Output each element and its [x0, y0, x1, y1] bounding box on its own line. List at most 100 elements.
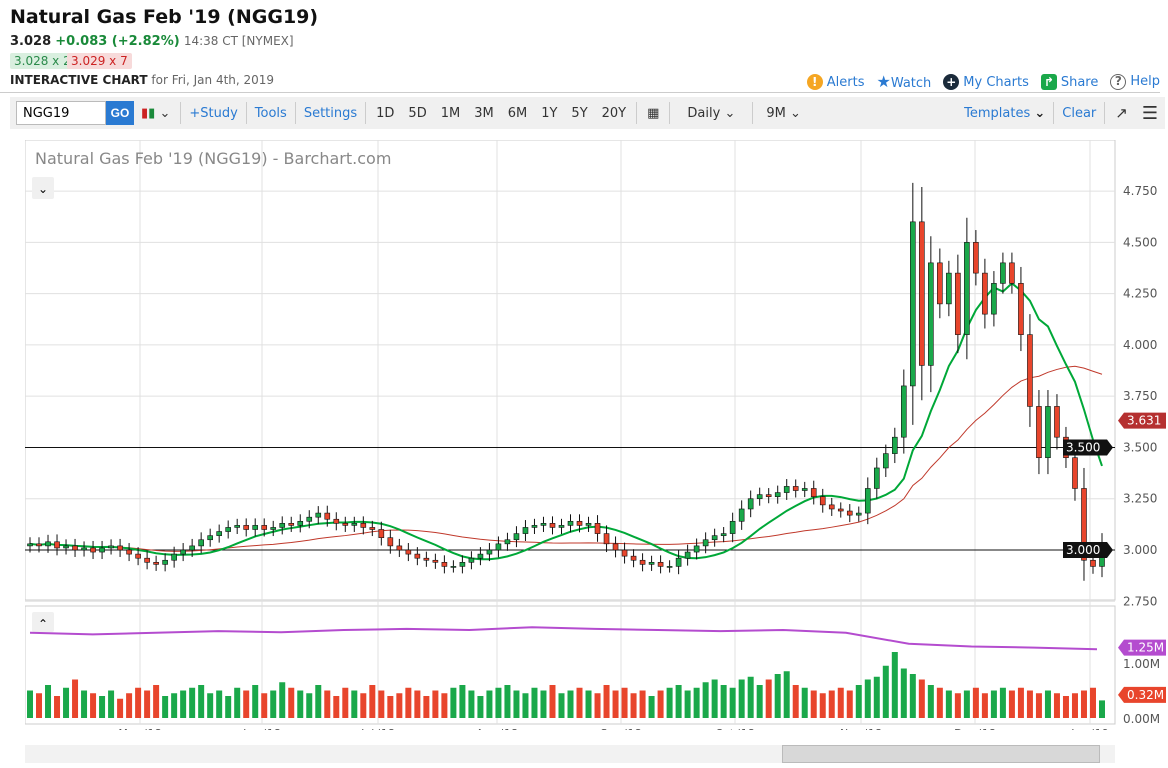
- chart-type-dropdown[interactable]: ▮▮ ⌄: [141, 105, 171, 121]
- volume-tick-label: 0.00M: [1123, 712, 1160, 726]
- volume-bar: [234, 687, 241, 718]
- help-label: Help: [1130, 73, 1160, 89]
- x-tick-label: Jan '19: [1070, 727, 1108, 730]
- range-5d[interactable]: 5D: [408, 105, 427, 121]
- candle-body: [729, 520, 736, 534]
- price-chart[interactable]: May '18 Jun '18 Jul '18 Aug '18 Sep '18 Oct '…: [25, 140, 1166, 730]
- y-tick-label: 3.000: [1123, 543, 1157, 557]
- chart-toolbar: GO ▮▮ ⌄ +Study Tools Settings 1D 5D 1M 3…: [10, 97, 1165, 129]
- candle-body: [270, 527, 277, 530]
- clear-button[interactable]: Clear: [1062, 105, 1097, 121]
- candle-body: [648, 562, 655, 565]
- candle-body: [225, 527, 231, 532]
- volume-bar: [171, 693, 178, 718]
- watch-label: Watch: [890, 76, 932, 91]
- templates-label: Templates: [964, 105, 1031, 121]
- volume-bar: [81, 690, 88, 718]
- volume-bar: [108, 690, 115, 718]
- volume-bar: [846, 690, 853, 718]
- volume-bar: [36, 693, 43, 718]
- range-5y[interactable]: 5Y: [571, 105, 588, 121]
- volume-bar: [900, 668, 907, 718]
- volume-bar: [1008, 690, 1015, 718]
- candlestick-icon-green: ▮: [148, 105, 156, 121]
- go-button[interactable]: GO: [106, 101, 134, 125]
- volume-bar: [72, 679, 79, 718]
- volume-bar: [27, 690, 33, 718]
- tools-button[interactable]: Tools: [254, 105, 287, 121]
- volume-bar: [459, 685, 466, 718]
- volume-bar: [882, 665, 889, 718]
- candle-body: [522, 527, 529, 534]
- range-1y[interactable]: 1Y: [541, 105, 558, 121]
- candle-body: [810, 488, 817, 497]
- volume-bar: [63, 687, 70, 718]
- candle-body: [297, 520, 304, 526]
- alerts-link[interactable]: ! Alerts: [806, 73, 864, 90]
- candle-body: [882, 453, 889, 469]
- candle-body: [261, 525, 268, 530]
- volume-bar: [531, 687, 538, 718]
- volume-pane: [25, 605, 1116, 725]
- volume-bar: [828, 690, 835, 718]
- expand-icon[interactable]: ↗: [1115, 104, 1128, 122]
- candle-body: [666, 566, 673, 568]
- collapse-button: [32, 177, 54, 199]
- line-price-label-bg: [1063, 542, 1113, 558]
- candle-body: [792, 486, 799, 491]
- settings-button[interactable]: Settings: [303, 105, 358, 121]
- volume-bar: [954, 693, 961, 718]
- volume-bar: [342, 687, 349, 718]
- candle-body: [639, 559, 646, 565]
- interval-dropdown[interactable]: Daily ⌄: [687, 105, 736, 121]
- volume-bar: [252, 685, 259, 718]
- menu-icon[interactable]: ☰: [1141, 102, 1158, 124]
- divider: [0, 92, 1160, 93]
- candle-body: [396, 545, 403, 551]
- volume-last-label: 0.32M: [1127, 688, 1164, 702]
- volume-bar: [675, 685, 682, 718]
- slow-ma-line: [29, 365, 1103, 552]
- volume-bar: [612, 690, 619, 718]
- symbol-input[interactable]: [16, 101, 106, 125]
- candle-body: [982, 272, 988, 315]
- candle-body: [594, 523, 601, 534]
- range-3m[interactable]: 3M: [474, 105, 494, 121]
- volume-bar: [936, 687, 943, 718]
- open-interest-line: [29, 626, 1098, 651]
- candle-body: [414, 553, 421, 559]
- candle-body: [468, 557, 475, 563]
- candle-body: [864, 488, 871, 514]
- my-charts-link[interactable]: + My Charts: [943, 73, 1029, 90]
- share-icon: ↱: [1040, 73, 1057, 90]
- volume-bar: [657, 690, 664, 718]
- share-link[interactable]: ↱ Share: [1040, 73, 1098, 90]
- calendar-icon[interactable]: ▦: [647, 105, 660, 121]
- last-slow-ma-label-bg: [1118, 412, 1166, 429]
- volume-bar: [1017, 687, 1024, 718]
- candle-body: [99, 547, 105, 553]
- volume-bar: [414, 690, 421, 718]
- study-button[interactable]: +Study: [189, 105, 238, 121]
- period-dropdown[interactable]: 9M ⌄: [766, 105, 801, 121]
- range-20y[interactable]: 20Y: [601, 105, 627, 121]
- range-1m[interactable]: 1M: [440, 105, 461, 121]
- help-link[interactable]: ? Help: [1110, 73, 1160, 90]
- candle-body: [531, 525, 538, 528]
- candle-body: [243, 525, 250, 530]
- range-6m[interactable]: 6M: [507, 105, 528, 121]
- candle-body: [1018, 283, 1024, 335]
- candle-body: [693, 545, 700, 553]
- scrollbar-thumb[interactable]: [782, 745, 1100, 763]
- candle-body: [1045, 406, 1051, 459]
- templates-dropdown[interactable]: Templates ⌄: [964, 105, 1046, 121]
- volume-bar: [189, 687, 196, 718]
- candle-body: [360, 523, 367, 528]
- volume-bar: [981, 693, 988, 718]
- candle-body: [234, 525, 240, 528]
- candle-body: [873, 467, 880, 489]
- volume-bar: [792, 685, 799, 718]
- range-1d[interactable]: 1D: [376, 105, 395, 121]
- watch-link[interactable]: ★Watch: [876, 72, 931, 91]
- candle-body: [937, 262, 943, 305]
